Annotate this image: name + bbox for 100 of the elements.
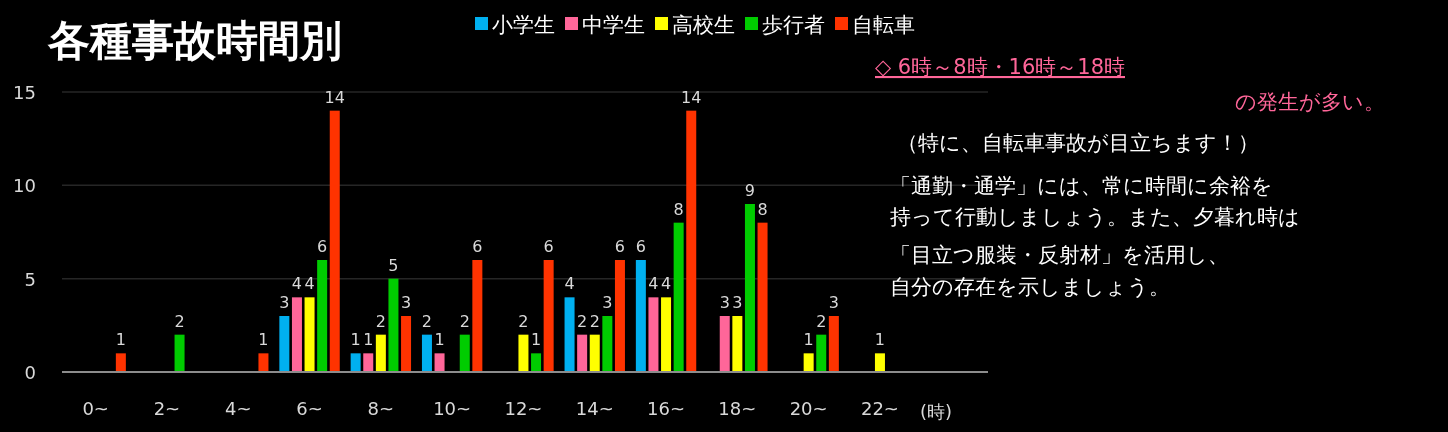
data-label: 1 xyxy=(874,330,886,350)
data-label: 3 xyxy=(279,293,290,312)
data-label: 1 xyxy=(530,330,542,350)
bar xyxy=(686,110,697,372)
text: ◇ 6時～8時・16時～18時 xyxy=(875,55,1125,79)
bar xyxy=(816,334,827,372)
bar xyxy=(719,316,730,372)
data-label: 2 xyxy=(577,311,588,331)
data-label: 4 xyxy=(291,274,303,294)
x-tick-label: 12~ xyxy=(504,398,543,419)
bar xyxy=(258,353,269,372)
x-axis-title: (時) xyxy=(920,401,953,422)
data-label: 5 xyxy=(388,255,399,275)
data-label: 1 xyxy=(258,330,269,350)
annotation: 自分の存在を示しましょう。 xyxy=(890,275,1170,299)
y-tick-label: 5 xyxy=(24,268,36,290)
annotation: （特に、自転車事故が目立ちます！） xyxy=(897,131,1259,155)
data-label: 1 xyxy=(350,330,361,350)
bar xyxy=(421,334,432,372)
annotation: 持って行動しましょう。また、夕暮れ時は xyxy=(890,205,1300,229)
x-tick-label: 4~ xyxy=(224,398,252,419)
bar xyxy=(803,353,814,372)
bar xyxy=(602,316,613,372)
data-label: 1 xyxy=(363,330,374,350)
data-label: 1 xyxy=(803,330,814,350)
data-label: 3 xyxy=(828,293,839,312)
x-tick-label: 16~ xyxy=(647,398,686,419)
data-label: 3 xyxy=(602,293,613,312)
annotation: 「通勤・通学」には、常に時間に余裕を xyxy=(890,174,1273,198)
bar xyxy=(744,204,755,372)
bar xyxy=(732,316,743,372)
data-label: 6 xyxy=(472,237,483,256)
data-label: 6 xyxy=(635,237,646,256)
data-label: 1 xyxy=(434,330,445,350)
data-label: 9 xyxy=(744,181,756,200)
bar xyxy=(459,334,470,372)
bar xyxy=(329,110,340,372)
bar xyxy=(564,297,575,372)
bar xyxy=(291,297,302,372)
bar xyxy=(543,260,554,372)
data-label: 3 xyxy=(732,293,743,312)
data-label: 8 xyxy=(673,199,684,219)
legend-label: 高校生 xyxy=(672,13,735,37)
x-tick-label: 6~ xyxy=(296,398,323,419)
bar xyxy=(401,316,412,372)
y-tick-label: 0 xyxy=(24,362,36,383)
bar xyxy=(304,297,315,372)
x-tick-label: 20~ xyxy=(789,398,828,419)
legend-label: 小学生 xyxy=(492,13,555,37)
bar xyxy=(635,260,646,372)
data-label: 2 xyxy=(589,311,600,331)
legend-label: 自転車 xyxy=(852,13,915,37)
bar xyxy=(279,316,290,372)
bar xyxy=(350,353,361,372)
x-tick-label: 2~ xyxy=(153,398,181,419)
data-label: 6 xyxy=(543,237,554,256)
data-label: 14 xyxy=(324,87,345,107)
data-label: 1 xyxy=(115,330,126,350)
chart-title: 各種事故時間別 xyxy=(47,16,342,65)
annotation: 「目立つ服装・反射材」を活用し、 xyxy=(890,243,1229,267)
bar xyxy=(472,260,483,372)
bar xyxy=(388,278,399,372)
x-tick-label: 18~ xyxy=(718,398,757,419)
x-tick-label: 14~ xyxy=(575,398,614,419)
data-label: 6 xyxy=(317,237,328,256)
bar xyxy=(589,334,600,372)
bar xyxy=(577,334,588,372)
data-label: 2 xyxy=(174,311,185,331)
bar xyxy=(874,353,885,372)
data-label: 4 xyxy=(648,274,659,294)
bar xyxy=(317,260,328,372)
bar xyxy=(661,297,672,372)
legend-label: 歩行者 xyxy=(762,13,825,37)
bar xyxy=(673,222,684,372)
bar xyxy=(757,222,768,372)
data-label: 2 xyxy=(816,311,827,331)
bar xyxy=(434,353,445,372)
data-label: 2 xyxy=(518,311,529,331)
bar xyxy=(614,260,625,372)
data-label: 3 xyxy=(719,293,730,312)
x-tick-label: 0~ xyxy=(82,398,109,419)
data-label: 3 xyxy=(400,293,412,312)
bar xyxy=(375,334,386,372)
data-label: 4 xyxy=(304,274,315,294)
bar xyxy=(648,297,659,372)
data-label: 4 xyxy=(660,274,672,294)
x-tick-label: 22~ xyxy=(860,398,899,419)
legend-label: 中学生 xyxy=(582,13,645,37)
bar xyxy=(115,353,126,372)
x-tick-label: 10~ xyxy=(433,398,472,419)
bar xyxy=(531,353,542,372)
bar xyxy=(363,353,374,372)
data-label: 2 xyxy=(459,311,470,331)
data-label: 4 xyxy=(564,274,575,294)
bar xyxy=(828,316,839,372)
data-label: 6 xyxy=(614,237,626,256)
x-tick-label: 8~ xyxy=(367,398,395,419)
data-label: 14 xyxy=(681,87,702,107)
text: の発生が多い。 xyxy=(1235,90,1385,114)
bar xyxy=(518,334,529,372)
